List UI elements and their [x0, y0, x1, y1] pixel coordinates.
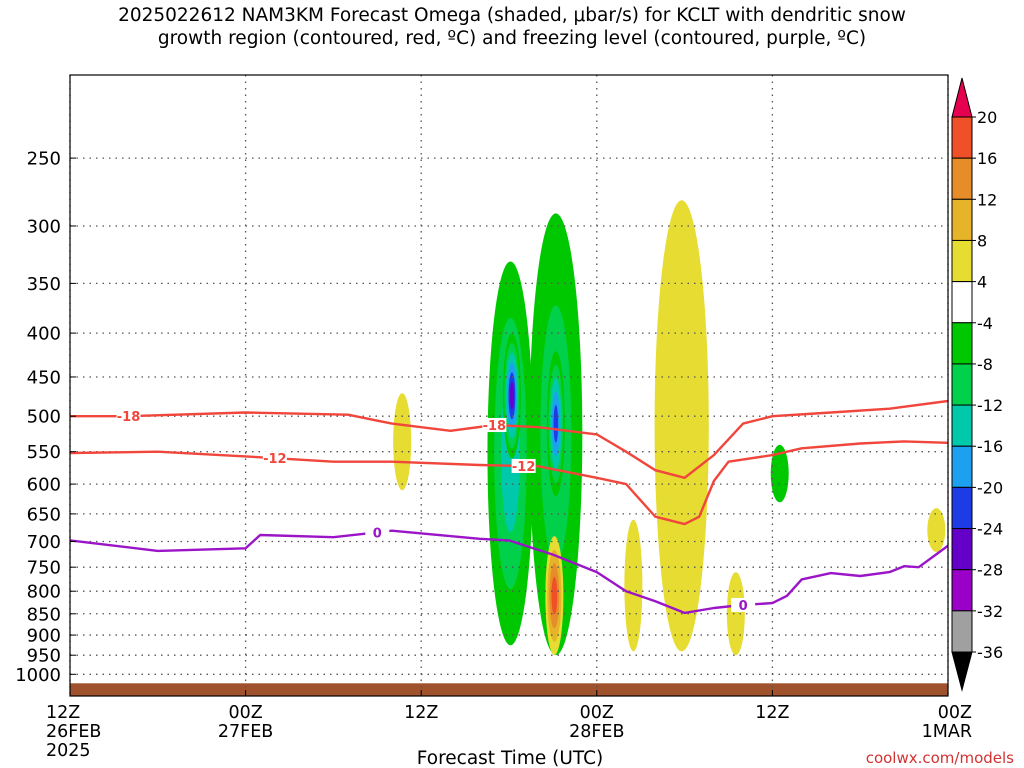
chart-title-line-2: growth region (contoured, red, ºC) and f… — [157, 28, 867, 49]
y-tick-label-500: 500 — [27, 407, 61, 428]
x-tick-text-36-1: 28FEB — [569, 722, 624, 742]
x-tick-text-0-0: 12Z — [46, 703, 80, 723]
x-tick-text-60-0: 00Z — [938, 703, 972, 723]
y-tick-label-750: 750 — [27, 558, 61, 579]
chart-title-line-1: 2025022612 NAM3KM Forecast Omega (shaded… — [118, 5, 906, 26]
isotherm-label-bg--18-1 — [482, 418, 507, 433]
x-tick-text-24-0: 12Z — [404, 703, 438, 723]
x-axis-label: Forecast Time (UTC) — [417, 748, 603, 768]
colorbar-label-0: 20 — [977, 108, 997, 127]
chart-title: 2025022612 NAM3KM Forecast Omega (shaded… — [0, 4, 1024, 50]
isotherm-label-0-0: 0 — [373, 526, 382, 541]
y-tick-label-1000: 1000 — [15, 665, 61, 686]
x-tick-text-36-0: 00Z — [580, 703, 614, 723]
plot-border — [69, 74, 949, 697]
colorbar-label-10: -24 — [977, 520, 1003, 539]
omega-shading — [393, 200, 946, 656]
isotherm-label--12-0: -12 — [263, 452, 287, 467]
isotherm-labels: -18 -18 -12 -12 0 0 — [116, 409, 756, 614]
colorbar-segment-12 — [951, 610, 973, 653]
omega-feature-8-level-0 — [726, 572, 745, 656]
colorbar-label-3: 8 — [977, 231, 987, 250]
colorbar-label-7: -12 — [977, 396, 1003, 415]
colorbar-segment-11 — [951, 569, 973, 612]
colorbar-label-9: -20 — [977, 478, 1003, 497]
x-tick-text-12-1: 27FEB — [218, 722, 273, 742]
colorbar-label-5: -4 — [977, 314, 993, 333]
isotherm-label-bg--12-1 — [511, 458, 536, 473]
omega-feature-9-level-0 — [770, 444, 789, 503]
isotherm-label-bg-0-0 — [365, 525, 390, 540]
isotherm-contours — [70, 399, 948, 615]
isotherm-label-bg--12-0 — [262, 451, 287, 466]
colorbar-segment-9 — [951, 486, 973, 530]
omega-feature-11-level-0 — [927, 508, 946, 552]
y-axis-ticks: 2503003504004505005506006507007508008509… — [15, 149, 76, 686]
ground-layer — [70, 683, 948, 696]
y-tick-label-700: 700 — [27, 532, 61, 553]
colorbar-label-2: 12 — [977, 190, 997, 209]
colorbar-label-8: -16 — [977, 437, 1003, 456]
isotherm-label--12-1: -12 — [512, 460, 536, 475]
y-tick-label-900: 900 — [27, 626, 61, 647]
colorbar-label-4: 4 — [977, 273, 987, 292]
y-tick-label-800: 800 — [27, 582, 61, 603]
y-tick-label-300: 300 — [27, 216, 61, 237]
colorbar-top-arrow — [951, 77, 973, 118]
omega-feature-4-level-3 — [551, 576, 558, 615]
x-tick-text-48-0: 12Z — [755, 703, 789, 723]
colorbar-bottom-arrow — [951, 651, 973, 692]
y-tick-label-400: 400 — [27, 324, 61, 345]
colorbar-segment-0 — [951, 116, 973, 159]
colorbar-segment-8 — [951, 445, 973, 488]
isotherm-label--18-1: -18 — [483, 419, 507, 434]
plot-frame — [69, 74, 949, 697]
colorbar-label-12: -32 — [977, 602, 1003, 621]
colorbar-segment-4 — [951, 281, 973, 324]
omega-feature-7-level-0 — [624, 519, 643, 652]
y-tick-label-250: 250 — [27, 149, 61, 170]
y-tick-label-850: 850 — [27, 604, 61, 625]
y-tick-label-550: 550 — [27, 442, 61, 463]
omega-feature-3-level-4 — [553, 404, 559, 443]
colorbar-label-6: -8 — [977, 355, 993, 374]
isotherm-line--18 — [70, 399, 948, 479]
x-tick-text-0-2: 2025 — [46, 741, 91, 761]
colorbar-segment-1 — [951, 157, 973, 200]
ground-surface — [70, 683, 948, 696]
colorbar-label-11: -28 — [977, 561, 1003, 580]
x-tick-text-60-1: 1MAR — [922, 722, 972, 742]
colorbar-segment-3 — [951, 239, 973, 283]
colorbar: 20 16 12 8 4 -4 -8 -12 -16 -20 -24 -28 -32 -36 — [951, 77, 1003, 692]
y-tick-label-600: 600 — [27, 475, 61, 496]
y-tick-label-950: 950 — [27, 646, 61, 667]
colorbar-segment-7 — [951, 404, 973, 447]
x-tick-text-12-0: 00Z — [228, 703, 262, 723]
colorbar-label-1: 16 — [977, 149, 997, 168]
colorbar-segment-6 — [951, 363, 973, 406]
omega-feature-1-level-5 — [509, 382, 514, 410]
omega-feature-6-level-0 — [666, 283, 698, 542]
isotherm-label--18-0: -18 — [117, 410, 141, 425]
credit-text: coolwx.com/models — [866, 749, 1014, 767]
y-tick-label-650: 650 — [27, 504, 61, 525]
colorbar-segment-2 — [951, 198, 973, 241]
y-tick-label-350: 350 — [27, 274, 61, 295]
isotherm-line-0 — [70, 529, 948, 615]
y-tick-label-450: 450 — [27, 367, 61, 388]
isotherm-line--12 — [70, 440, 948, 526]
x-tick-text-0-1: 26FEB — [46, 722, 101, 742]
isotherm-label-0-1: 0 — [739, 599, 748, 614]
colorbar-segment-10 — [951, 528, 973, 571]
isotherm-label-bg-0-1 — [731, 597, 756, 612]
omega-feature-10-level-0 — [393, 393, 412, 491]
colorbar-segment-5 — [951, 322, 973, 365]
isotherm-label-bg--18-0 — [116, 409, 141, 424]
colorbar-label-13: -36 — [977, 643, 1003, 662]
